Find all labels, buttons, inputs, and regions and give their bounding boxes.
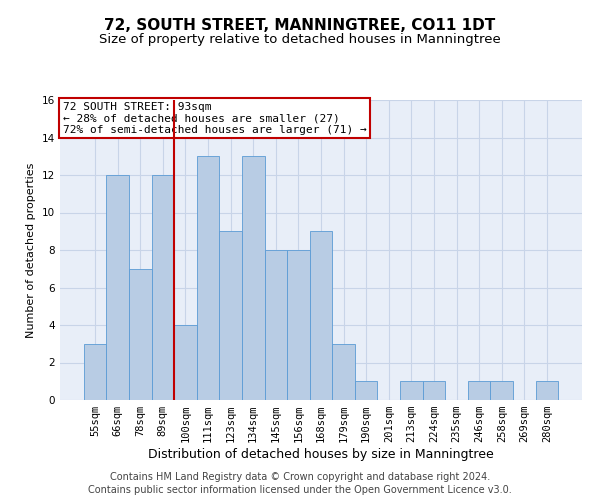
Bar (310, 231, 332, 400)
Y-axis label: Number of detached properties: Number of detached properties (26, 162, 37, 338)
Bar (220, 231, 242, 400)
Bar (400, 381, 422, 400)
Bar (287, 250, 310, 400)
Bar (84, 344, 106, 400)
Text: Contains HM Land Registry data © Crown copyright and database right 2024.: Contains HM Land Registry data © Crown c… (110, 472, 490, 482)
Bar (468, 381, 490, 400)
Bar (265, 250, 287, 400)
Text: Contains public sector information licensed under the Open Government Licence v3: Contains public sector information licen… (88, 485, 512, 495)
Bar (490, 381, 513, 400)
Bar (174, 325, 197, 400)
Bar (422, 381, 445, 400)
Text: Size of property relative to detached houses in Manningtree: Size of property relative to detached ho… (99, 32, 501, 46)
Bar (129, 269, 152, 400)
Bar (536, 381, 558, 400)
Bar (355, 381, 377, 400)
Bar (106, 175, 129, 400)
Bar (197, 156, 220, 400)
Bar (152, 175, 174, 400)
Text: 72 SOUTH STREET: 93sqm
← 28% of detached houses are smaller (27)
72% of semi-det: 72 SOUTH STREET: 93sqm ← 28% of detached… (62, 102, 367, 134)
X-axis label: Distribution of detached houses by size in Manningtree: Distribution of detached houses by size … (148, 448, 494, 461)
Bar (332, 344, 355, 400)
Bar (242, 156, 265, 400)
Text: 72, SOUTH STREET, MANNINGTREE, CO11 1DT: 72, SOUTH STREET, MANNINGTREE, CO11 1DT (104, 18, 496, 32)
